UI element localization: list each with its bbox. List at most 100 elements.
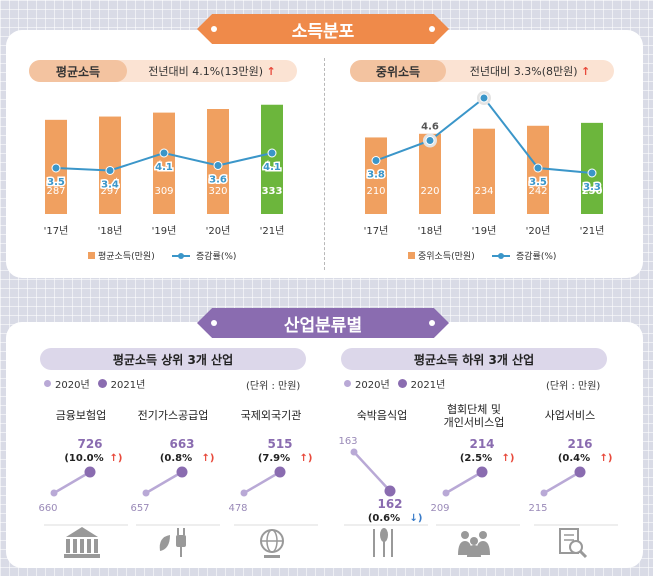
point-2021 (574, 466, 586, 478)
industry-name: 협회단체 및 개인서비스업 (429, 403, 519, 429)
people-icon (458, 531, 490, 557)
rate-point (213, 161, 223, 170)
bar-value-label: 210 (366, 186, 385, 197)
bottom-legend: 2020년 2021년 (344, 376, 445, 391)
rate-value-label: 4.1 (263, 162, 281, 173)
industry-name: 국제외국기관 (240, 409, 302, 422)
point-2020 (142, 489, 150, 497)
value-2021: 216 (567, 437, 592, 451)
median-income-pill: 중위소득 전년대비 3.3%(8만원) ↑ (350, 60, 614, 82)
legend-bar-swatch (408, 252, 415, 259)
value-2020: 209 (430, 503, 449, 514)
rate-value-label: 3.8 (367, 170, 385, 181)
industry-name: 사업서비스 (544, 409, 596, 422)
bar (419, 133, 441, 214)
bar (99, 116, 121, 214)
x-tick-label: '19년 (152, 225, 177, 237)
legend-2020-dot (44, 380, 51, 387)
top-industry-chart: 660 726 (10.0% ↑) 657 663 (0.8% ↑) 478 515 (7.9% ↑) (38, 437, 318, 558)
legend-2020: 2020년 (355, 380, 390, 391)
value-2020: 657 (130, 503, 149, 514)
point-2020 (350, 448, 358, 456)
bar-value-label: 242 (528, 186, 547, 197)
legend-bar-swatch (88, 252, 95, 259)
median-income-change: 전년대비 3.3%(8만원) (469, 65, 578, 78)
up-arrow-icon: ↑) (600, 453, 613, 464)
rate-point (267, 148, 277, 158)
rate-value-label: 3.6 (209, 175, 227, 186)
point-2021 (274, 466, 286, 478)
bar (261, 104, 283, 214)
rate-point (533, 163, 543, 173)
legend-2021-dot (397, 379, 407, 388)
rate-value-label: 3.4 (101, 180, 119, 191)
up-arrow-icon: ↑ (581, 65, 591, 78)
value-2021: 663 (169, 437, 194, 451)
legend-line-dot (498, 253, 504, 259)
x-tick-label: '21년 (260, 225, 285, 237)
x-tick-label: '19년 (472, 225, 497, 237)
x-tick-label: '18년 (98, 225, 123, 237)
rate-point (105, 166, 115, 175)
change-line (145, 470, 183, 495)
up-arrow-icon: ↑) (502, 453, 515, 464)
rate-point (587, 168, 597, 178)
bottom-industry-chart: 163 162 (0.6% ↓) 209 214 (2.5% ↑) 215 216 (0.4% ↑) (338, 436, 618, 559)
down-arrow-icon: ↓) (410, 513, 423, 524)
legend-2020-dot (344, 380, 351, 387)
value-2021: 162 (377, 497, 402, 511)
bar-value-label: 309 (154, 186, 173, 197)
up-arrow-icon: ↑) (300, 453, 313, 464)
bar-value-label: 333 (262, 186, 283, 197)
up-arrow-icon: ↑) (202, 453, 215, 464)
point-2020 (50, 489, 58, 497)
legend-2021: 2021년 (410, 380, 446, 391)
rate-value-label: 3.5 (529, 177, 547, 188)
industry-name-line1: 협회단체 및 (446, 403, 502, 416)
rate-point (371, 156, 381, 165)
document-search-icon (559, 528, 588, 559)
bar (365, 137, 387, 214)
median-income-label: 중위소득 (350, 60, 446, 82)
avg-income-label: 평균소득 (29, 60, 127, 82)
rate-label: (0.6% (368, 513, 400, 524)
top-industry-header: 평균소득 상위 3개 산업 (40, 348, 306, 370)
point-2020 (240, 489, 248, 497)
rate-label: (0.8% (160, 453, 192, 464)
change-line (243, 470, 281, 495)
x-tick-label: '17년 (44, 225, 69, 237)
rate-point (479, 93, 489, 103)
income-title-ribbon: 소득분포 (197, 14, 449, 44)
bar (581, 122, 603, 214)
bar-value-label: 287 (46, 186, 65, 197)
fork-spoon-icon (373, 528, 393, 557)
avg-income-change: 전년대비 4.1%(13만원) (148, 65, 264, 78)
change-line (543, 470, 581, 495)
legend-2021-dot (97, 379, 107, 388)
change-line (353, 451, 391, 492)
bank-icon (64, 527, 100, 558)
income-title: 소득분포 (291, 21, 355, 42)
x-tick-label: '21년 (580, 225, 605, 237)
value-2021: 515 (267, 437, 292, 451)
bar (473, 128, 495, 214)
industry-title: 산업분류별 (283, 315, 363, 336)
legend-2021: 2021년 (110, 380, 146, 391)
point-2021 (384, 485, 396, 497)
bar-value-label: 297 (100, 186, 119, 197)
point-2020 (540, 489, 548, 497)
bar-value-label: 320 (208, 186, 227, 197)
legend-line-label: 증감률(%) (516, 250, 556, 262)
rate-point (51, 163, 61, 173)
rate-point (425, 136, 435, 145)
value-2020: 215 (528, 503, 547, 514)
point-2021 (84, 466, 96, 478)
industry-title-ribbon: 산업분류별 (197, 308, 449, 338)
avg-income-chart: 287 '17년 297 '18년 309 '19년 320 '20년 333 '21년 3.5 3.… (44, 104, 285, 262)
rate-value-label: 3.3 (583, 182, 601, 193)
value-2021: 726 (77, 437, 102, 451)
globe-icon (260, 529, 284, 558)
bottom-industry-header: 평균소득 하위 3개 산업 (341, 348, 607, 370)
point-2021 (176, 466, 188, 478)
legend-bar-label: 중위소득(만원) (418, 251, 475, 262)
